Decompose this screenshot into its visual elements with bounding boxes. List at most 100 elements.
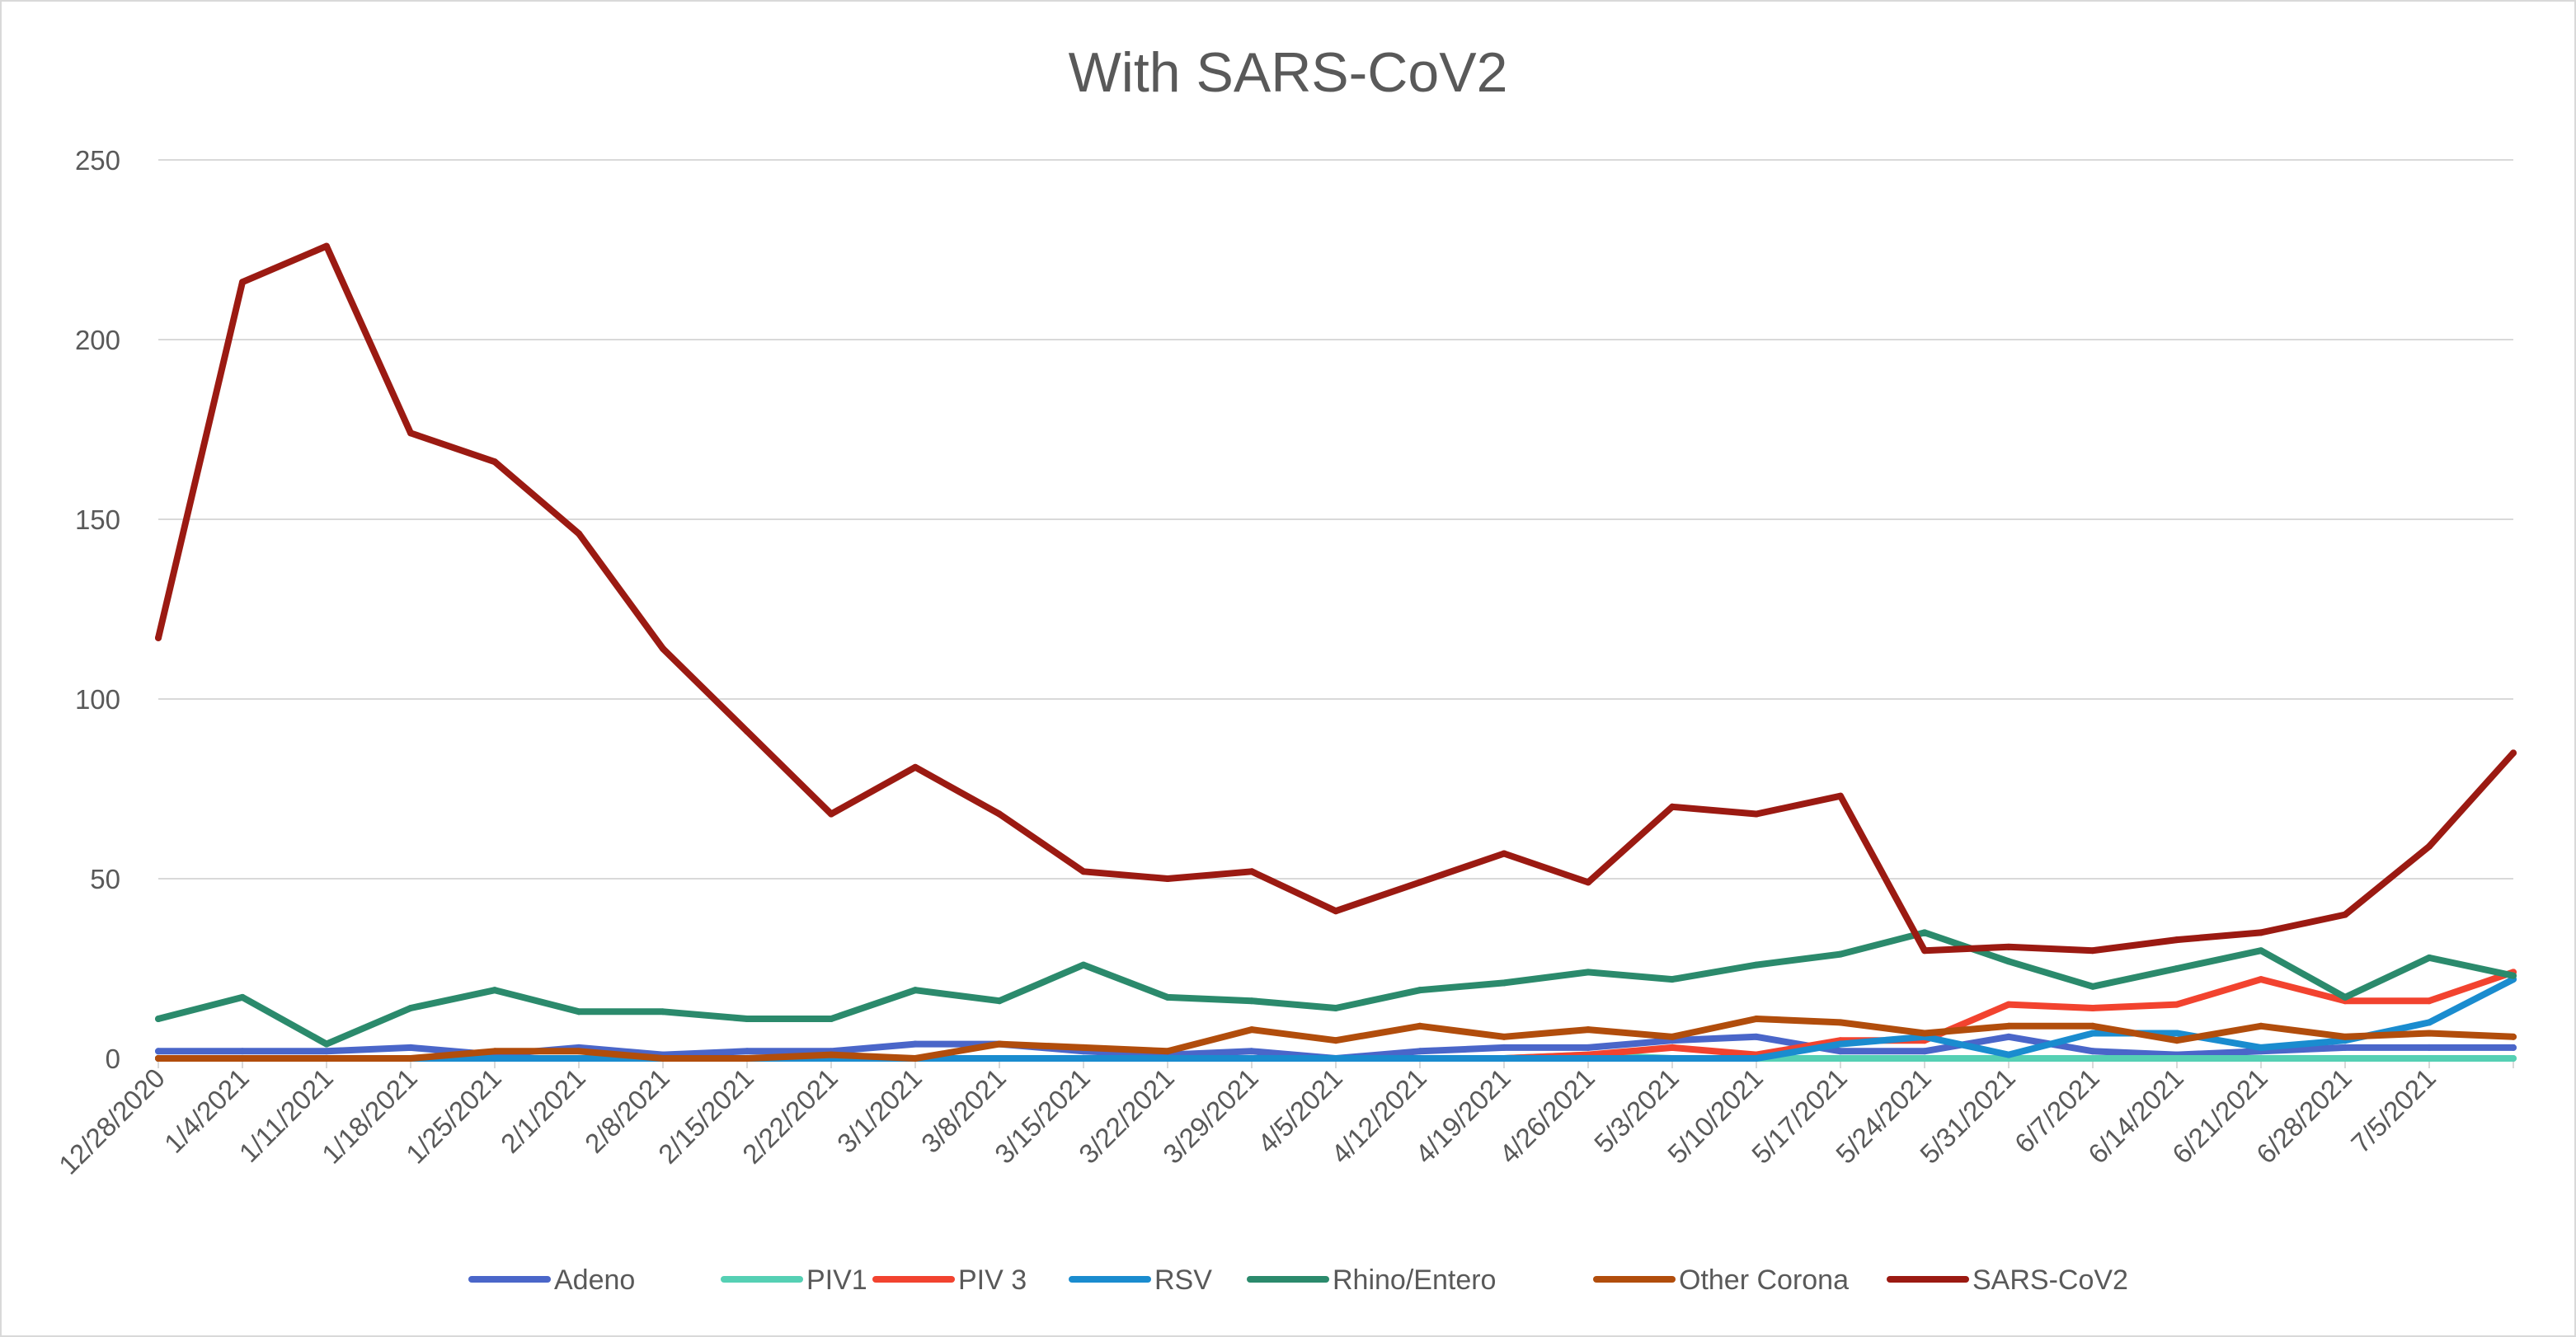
y-tick-label: 50 <box>90 864 120 894</box>
data-point-rhino-entero <box>576 1008 582 1016</box>
data-point-other-corona <box>2005 1022 2012 1030</box>
data-point-rhino-entero <box>2174 965 2180 972</box>
data-point-rsv <box>1248 1055 1255 1062</box>
data-point-rhino-entero <box>2258 947 2264 955</box>
data-point-rhino-entero <box>323 1040 330 1048</box>
data-point-sars-cov2 <box>1417 879 1423 886</box>
data-point-piv1 <box>2174 1055 2180 1062</box>
chart-title: With SARS-CoV2 <box>1069 41 1508 104</box>
data-point-piv-3 <box>2174 1001 2180 1008</box>
y-tick-label: 250 <box>75 145 120 176</box>
data-point-other-corona <box>576 1048 582 1055</box>
data-point-rhino-entero <box>1248 997 1255 1005</box>
data-point-sars-cov2 <box>2089 947 2096 955</box>
data-point-rhino-entero <box>744 1016 750 1023</box>
data-point-rhino-entero <box>1753 961 1760 969</box>
data-point-sars-cov2 <box>239 279 246 286</box>
data-point-rsv <box>1669 1055 1676 1062</box>
data-point-rhino-entero <box>2342 993 2348 1001</box>
data-point-other-corona <box>744 1055 750 1062</box>
data-point-other-corona <box>1921 1030 1928 1037</box>
data-point-other-corona <box>1333 1037 1339 1044</box>
data-point-adeno <box>912 1040 919 1048</box>
series-rhino-entero <box>155 929 2517 1048</box>
data-point-sars-cov2 <box>491 458 498 466</box>
data-point-rhino-entero <box>2426 954 2433 961</box>
data-point-sars-cov2 <box>155 634 162 641</box>
legend: Adeno PIV1 PIV 3 RSV Rhino/Entero Other Coron… <box>468 1264 2128 1296</box>
data-point-other-corona <box>2426 1030 2433 1037</box>
legend-item-sars-cov2: SARS-CoV2 <box>1887 1264 2128 1296</box>
data-point-piv-3 <box>2426 997 2433 1005</box>
legend-item-piv-3: PIV 3 <box>872 1264 1027 1296</box>
data-point-rhino-entero <box>155 1016 162 1023</box>
data-point-other-corona <box>407 1055 414 1062</box>
data-point-sars-cov2 <box>2174 936 2180 944</box>
data-point-rsv <box>996 1055 1003 1062</box>
data-point-rhino-entero <box>1501 979 1507 987</box>
data-point-other-corona <box>491 1048 498 1055</box>
data-point-adeno <box>1837 1048 1844 1055</box>
data-point-rsv <box>491 1055 498 1062</box>
y-tick-label: 150 <box>75 504 120 535</box>
data-point-other-corona <box>1837 1019 1844 1026</box>
data-point-rhino-entero <box>912 987 919 994</box>
data-point-sars-cov2 <box>1837 792 1844 800</box>
y-axis-ticks: 0 50 100 150 200 250 <box>75 145 120 1074</box>
data-point-adeno <box>2426 1044 2433 1051</box>
data-point-sars-cov2 <box>1669 803 1676 810</box>
data-point-sars-cov2 <box>1501 850 1507 857</box>
data-point-adeno <box>2342 1044 2348 1051</box>
series-other-corona <box>155 1016 2517 1062</box>
data-point-other-corona <box>1164 1048 1171 1055</box>
data-point-other-corona <box>239 1055 246 1062</box>
legend-item-rsv: RSV <box>1069 1264 1212 1296</box>
data-point-other-corona <box>1585 1026 1591 1034</box>
data-point-sars-cov2 <box>323 242 330 250</box>
data-point-adeno <box>407 1044 414 1051</box>
data-point-rhino-entero <box>1669 976 1676 983</box>
data-point-piv1 <box>2342 1055 2348 1062</box>
legend-label: Rhino/Entero <box>1333 1264 1496 1296</box>
data-point-sars-cov2 <box>407 429 414 437</box>
data-point-sars-cov2 <box>828 810 834 818</box>
data-point-sars-cov2 <box>2258 929 2264 936</box>
data-point-rhino-entero <box>1080 961 1087 969</box>
legend-item-piv1: PIV1 <box>721 1264 867 1296</box>
data-point-other-corona <box>1753 1016 1760 1023</box>
data-point-sars-cov2 <box>744 728 750 735</box>
data-point-other-corona <box>1417 1022 1423 1030</box>
data-point-rhino-entero <box>491 987 498 994</box>
data-point-adeno <box>1417 1048 1423 1055</box>
data-point-piv1 <box>2426 1055 2433 1062</box>
data-point-other-corona <box>996 1040 1003 1048</box>
data-point-sars-cov2 <box>1921 947 1928 955</box>
data-point-rhino-entero <box>1585 969 1591 976</box>
data-point-rsv <box>576 1055 582 1062</box>
data-point-sars-cov2 <box>1585 879 1591 886</box>
data-point-rhino-entero <box>1164 993 1171 1001</box>
data-point-sars-cov2 <box>1753 810 1760 818</box>
data-point-rsv <box>2426 1019 2433 1026</box>
data-point-piv1 <box>2510 1055 2517 1062</box>
legend-label: Other Corona <box>1679 1264 1849 1296</box>
data-point-other-corona <box>1080 1044 1087 1051</box>
data-point-sars-cov2 <box>2005 943 2012 950</box>
data-point-piv-3 <box>2005 1001 2012 1008</box>
data-point-sars-cov2 <box>1333 908 1339 915</box>
data-point-adeno <box>1921 1048 1928 1055</box>
data-point-rsv <box>1164 1055 1171 1062</box>
data-point-piv1 <box>2089 1055 2096 1062</box>
data-point-piv-3 <box>2258 976 2264 983</box>
data-point-sars-cov2 <box>2510 749 2517 757</box>
data-point-other-corona <box>828 1051 834 1058</box>
data-point-rhino-entero <box>2005 958 2012 965</box>
data-point-rhino-entero <box>1921 929 1928 936</box>
data-point-piv1 <box>2258 1055 2264 1062</box>
data-point-other-corona <box>2174 1037 2180 1044</box>
data-point-other-corona <box>2510 1033 2517 1040</box>
data-point-other-corona <box>2258 1022 2264 1030</box>
data-point-adeno <box>323 1048 330 1055</box>
data-point-adeno <box>1501 1044 1507 1051</box>
